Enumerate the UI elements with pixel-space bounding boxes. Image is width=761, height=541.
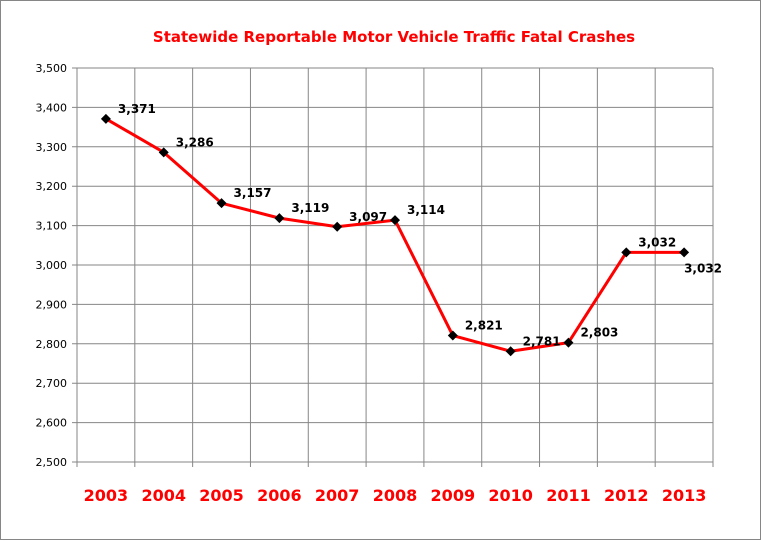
y-tick-label: 3,500 — [36, 62, 68, 75]
x-axis: 2003 2004 2005 2006 2007 2008 2009 2010 2011 2012… — [84, 486, 707, 505]
data-label: 3,032 — [684, 261, 722, 275]
y-axis: 2,500 2,600 2,700 2,800 2,900 3,000 3,100 3,200… — [36, 62, 68, 469]
data-label: 3,119 — [291, 201, 329, 215]
x-tick-label: 2012 — [604, 486, 649, 505]
x-tick-label: 2010 — [488, 486, 533, 505]
y-tick-label: 2,700 — [36, 377, 68, 390]
x-tick-label: 2011 — [546, 486, 591, 505]
y-tick-label: 2,800 — [36, 338, 68, 351]
data-label: 3,157 — [234, 186, 272, 200]
data-point — [216, 198, 227, 209]
x-tick-label: 2009 — [431, 486, 476, 505]
y-tick-label: 3,400 — [36, 101, 68, 114]
data-point — [158, 147, 169, 158]
x-tick-label: 2004 — [141, 486, 186, 505]
data-label: 2,803 — [580, 326, 618, 340]
data-point — [563, 337, 574, 348]
chart-title: Statewide Reportable Motor Vehicle Traff… — [153, 28, 635, 46]
data-label: 2,821 — [465, 319, 503, 333]
data-point — [621, 247, 632, 258]
series: 3,371 3,286 3,157 3,119 3,097 3,114 2,821 2,781… — [100, 102, 722, 357]
y-tick-label: 3,200 — [36, 180, 68, 193]
data-point — [447, 330, 458, 341]
data-point — [390, 215, 400, 226]
data-point — [679, 247, 690, 258]
y-tick-label: 2,500 — [36, 456, 68, 469]
data-point — [505, 346, 516, 357]
data-point — [332, 221, 343, 232]
data-label: 3,097 — [349, 210, 387, 224]
data-label: 3,032 — [638, 235, 676, 249]
data-point — [100, 113, 111, 124]
grid — [72, 67, 714, 467]
y-tick-label: 3,000 — [36, 259, 68, 272]
x-tick-label: 2013 — [662, 486, 707, 505]
x-tick-label: 2008 — [373, 486, 418, 505]
data-label: 3,371 — [118, 102, 156, 116]
data-label: 3,114 — [407, 203, 445, 217]
y-tick-label: 3,100 — [36, 220, 68, 233]
y-tick-label: 2,600 — [36, 417, 68, 430]
x-tick-label: 2007 — [315, 486, 360, 505]
x-tick-label: 2003 — [84, 486, 129, 505]
x-tick-label: 2006 — [257, 486, 302, 505]
data-point — [274, 213, 285, 224]
y-tick-label: 3,300 — [36, 141, 68, 154]
y-tick-label: 2,900 — [36, 298, 68, 311]
data-label: 3,286 — [176, 135, 214, 149]
data-label: 2,781 — [523, 334, 561, 348]
x-tick-label: 2005 — [199, 486, 244, 505]
